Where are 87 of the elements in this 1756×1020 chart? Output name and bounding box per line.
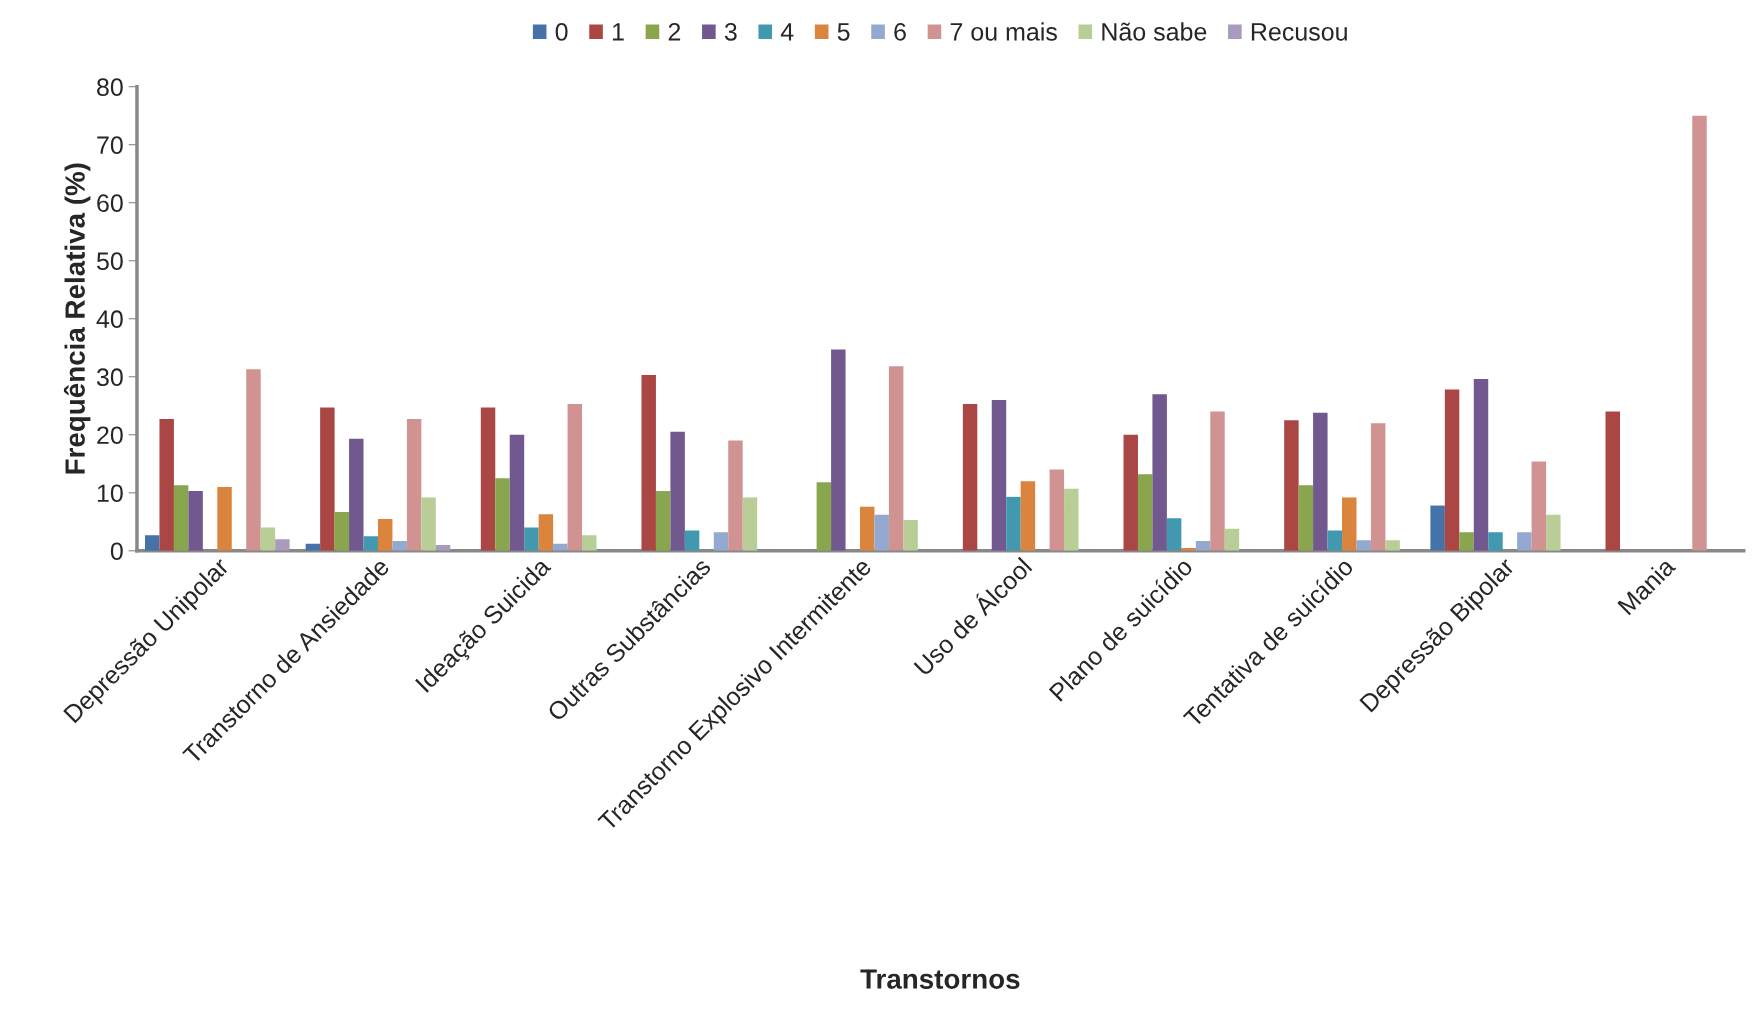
y-tick-label: 40 [96, 310, 123, 329]
bar [1342, 497, 1357, 551]
bar [159, 419, 174, 551]
bar [188, 491, 203, 551]
bar [275, 539, 290, 551]
bar [246, 369, 261, 551]
y-tick-label: 70 [97, 136, 123, 155]
bar [320, 407, 335, 551]
bar [962, 404, 978, 551]
legend-label: 2 [668, 22, 681, 41]
bar [392, 540, 407, 551]
bar [480, 407, 496, 551]
legend-label: 1 [612, 23, 624, 41]
bar [421, 497, 436, 551]
bar [567, 404, 583, 551]
legend-label: Recusou [1251, 23, 1347, 41]
legend-label: 5 [837, 23, 850, 41]
bar [495, 478, 510, 551]
bar [1473, 379, 1489, 551]
bar [874, 514, 889, 551]
bar [377, 518, 393, 551]
bar [217, 486, 232, 551]
bar [1692, 115, 1707, 551]
bar [991, 399, 1007, 551]
bar [1517, 532, 1532, 551]
legend-label: 7 ou mais [950, 22, 1057, 41]
bar [1064, 488, 1079, 551]
y-tick-label: 10 [97, 484, 123, 503]
bar [1298, 485, 1314, 551]
bar [1356, 540, 1371, 551]
bar [1531, 461, 1547, 551]
legend-label: 3 [724, 22, 737, 41]
y-tick-label: 80 [97, 78, 123, 96]
bar [145, 535, 160, 551]
bar [1006, 496, 1021, 551]
bar [670, 431, 685, 551]
bar [816, 482, 832, 551]
bar [1459, 532, 1474, 551]
bar [582, 535, 597, 551]
bar [903, 520, 918, 551]
bar [1444, 389, 1460, 551]
bar [1430, 505, 1445, 551]
bar [888, 366, 904, 551]
bar [1020, 481, 1036, 551]
y-tick-label: 30 [96, 368, 123, 387]
bar [1327, 530, 1343, 551]
bar [1313, 412, 1328, 551]
bar [363, 536, 378, 551]
bar [1385, 540, 1400, 551]
bar [1224, 528, 1240, 551]
bar [173, 485, 189, 551]
bar [713, 532, 729, 551]
bar [728, 440, 743, 551]
bar [860, 506, 875, 551]
legend-label: 0 [555, 22, 568, 41]
bar [1137, 474, 1153, 551]
bar [831, 349, 846, 551]
bar [684, 530, 700, 551]
bar [1166, 518, 1182, 551]
bar [1488, 532, 1503, 551]
legend-label: 6 [894, 22, 906, 41]
bar [1210, 411, 1225, 551]
y-axis-title: Frequência Relativa (%) [63, 163, 91, 474]
legend-label: 4 [780, 23, 794, 41]
bar [1370, 423, 1386, 551]
y-tick-label: 50 [96, 252, 123, 271]
bar [349, 438, 364, 551]
bar [1049, 469, 1065, 551]
legend-label: Não sabe [1102, 22, 1207, 41]
bar [334, 511, 350, 551]
bar [1284, 420, 1299, 551]
x-axis-title: Transtornos [860, 969, 1020, 989]
bar [1546, 514, 1561, 551]
bar [509, 434, 525, 551]
bar [406, 419, 422, 551]
bar [1152, 394, 1167, 551]
bar [260, 527, 276, 551]
bar [1605, 411, 1620, 551]
y-tick-label: 60 [97, 194, 123, 213]
bar [538, 514, 554, 551]
bar [1123, 434, 1138, 551]
bar [524, 527, 539, 551]
y-tick-label: 0 [110, 542, 123, 561]
bar [655, 491, 671, 551]
bar [641, 375, 656, 551]
y-tick-label: 20 [97, 426, 123, 445]
bar [742, 497, 758, 551]
